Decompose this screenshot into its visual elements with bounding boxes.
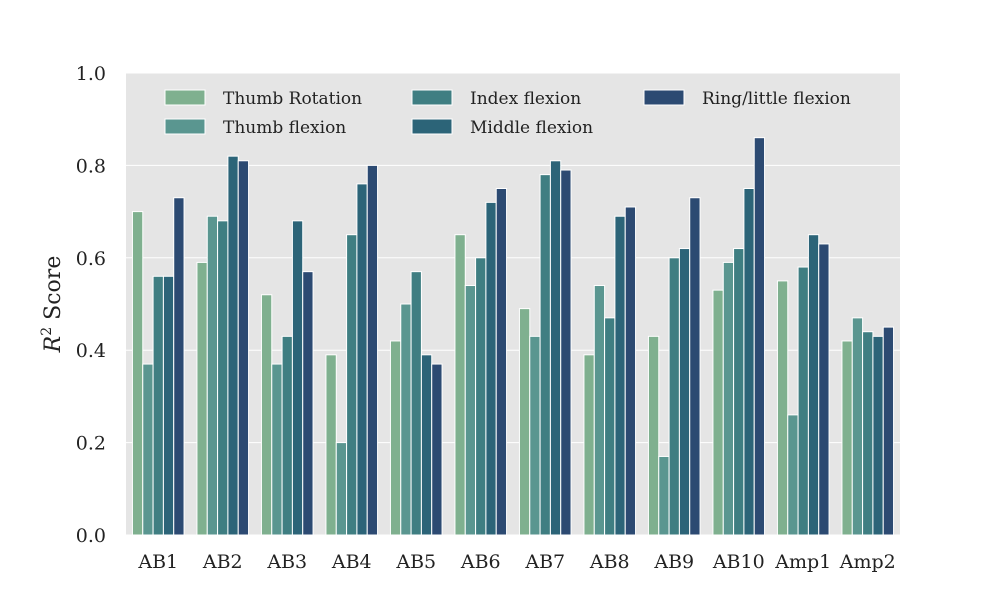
bar xyxy=(420,354,433,536)
legend-swatch xyxy=(164,89,206,106)
bar xyxy=(485,201,497,536)
bar xyxy=(152,275,164,536)
bar xyxy=(260,294,273,536)
legend: Thumb Rotation Thumb flexion Index flexion… xyxy=(164,89,851,138)
bar xyxy=(583,354,595,536)
bar xyxy=(841,340,853,536)
bar xyxy=(733,248,745,536)
legend-label: Ring/little flexion xyxy=(702,89,851,109)
y-tick-label: 0.6 xyxy=(76,248,106,270)
x-tick-label: AB2 xyxy=(202,551,243,573)
bar xyxy=(142,363,154,536)
legend-swatch xyxy=(411,89,453,106)
bar xyxy=(658,455,670,536)
bar xyxy=(325,354,337,536)
bar xyxy=(560,169,572,536)
bar xyxy=(882,326,895,536)
x-tick-label: AB1 xyxy=(137,551,178,573)
legend-label: Index flexion xyxy=(470,89,581,109)
x-tick-label: Amp2 xyxy=(839,551,896,573)
bar xyxy=(539,174,551,536)
bar xyxy=(851,317,864,536)
x-axis-ticks: AB1 AB2 AB3 AB4 AB5 AB6 AB7 AB8 AB9 AB10 Amp1 Amp2 xyxy=(137,551,895,573)
y-tick-label: 0.8 xyxy=(76,155,106,177)
bar xyxy=(668,257,680,536)
y-axis-ticks: 0.0 0.2 0.4 0.6 0.8 1.0 xyxy=(76,63,106,547)
bar xyxy=(389,340,402,536)
bar xyxy=(291,220,304,536)
bar xyxy=(689,197,701,536)
bar xyxy=(475,257,487,536)
legend-swatch xyxy=(643,89,685,106)
x-tick-label: AB10 xyxy=(712,551,765,573)
bar xyxy=(346,234,358,536)
bar xyxy=(495,188,508,536)
bar xyxy=(872,335,884,536)
bar xyxy=(787,414,799,536)
x-tick-label: AB3 xyxy=(266,551,307,573)
plot-background xyxy=(126,73,900,535)
x-tick-label: AB6 xyxy=(460,551,501,573)
bar xyxy=(196,261,208,536)
bar xyxy=(712,289,724,536)
bar xyxy=(400,303,412,536)
bar xyxy=(237,160,250,536)
x-tick-label: AB9 xyxy=(653,551,694,573)
bar xyxy=(217,220,229,536)
y-tick-label: 0.2 xyxy=(76,433,106,455)
bar xyxy=(593,285,606,536)
x-tick-label: AB5 xyxy=(395,551,436,573)
x-tick-label: AB8 xyxy=(589,551,630,573)
bar xyxy=(454,234,466,536)
legend-swatch xyxy=(411,118,453,135)
bar xyxy=(366,164,379,536)
legend-label: Middle flexion xyxy=(470,118,593,138)
bar xyxy=(131,211,144,536)
bar xyxy=(464,285,477,536)
bar xyxy=(776,280,789,536)
bar xyxy=(529,335,541,536)
bar xyxy=(271,363,283,536)
bar xyxy=(624,206,637,536)
bar xyxy=(722,261,735,536)
bar xyxy=(206,215,219,536)
bar xyxy=(753,137,766,536)
bar xyxy=(862,331,874,536)
bar xyxy=(431,363,443,536)
legend-swatch xyxy=(164,118,206,135)
x-tick-label: AB7 xyxy=(524,551,565,573)
bar xyxy=(281,335,293,536)
y-tick-label: 0.0 xyxy=(76,525,106,547)
bar xyxy=(818,243,830,536)
legend-label: Thumb flexion xyxy=(223,118,346,138)
bar xyxy=(302,271,314,536)
bar xyxy=(335,442,348,536)
legend-label: Thumb Rotation xyxy=(223,89,362,109)
y-axis-label: R2 Score xyxy=(39,256,66,354)
bar xyxy=(518,308,531,536)
bar xyxy=(743,188,755,536)
x-tick-label: AB4 xyxy=(331,551,372,573)
bar xyxy=(604,317,616,536)
bar xyxy=(549,160,562,536)
bar xyxy=(410,271,422,536)
bar xyxy=(356,183,368,536)
bar xyxy=(678,248,691,536)
bar xyxy=(227,155,239,536)
y-tick-label: 0.4 xyxy=(76,340,106,362)
bar xyxy=(647,335,660,536)
bar xyxy=(614,215,626,536)
x-tick-label: Amp1 xyxy=(774,551,831,573)
y-tick-label: 1.0 xyxy=(76,63,106,85)
bar xyxy=(162,275,175,536)
bar xyxy=(807,234,820,536)
bar xyxy=(797,266,809,536)
bar xyxy=(173,197,185,536)
grid-lines xyxy=(126,72,900,536)
bars xyxy=(131,137,895,536)
